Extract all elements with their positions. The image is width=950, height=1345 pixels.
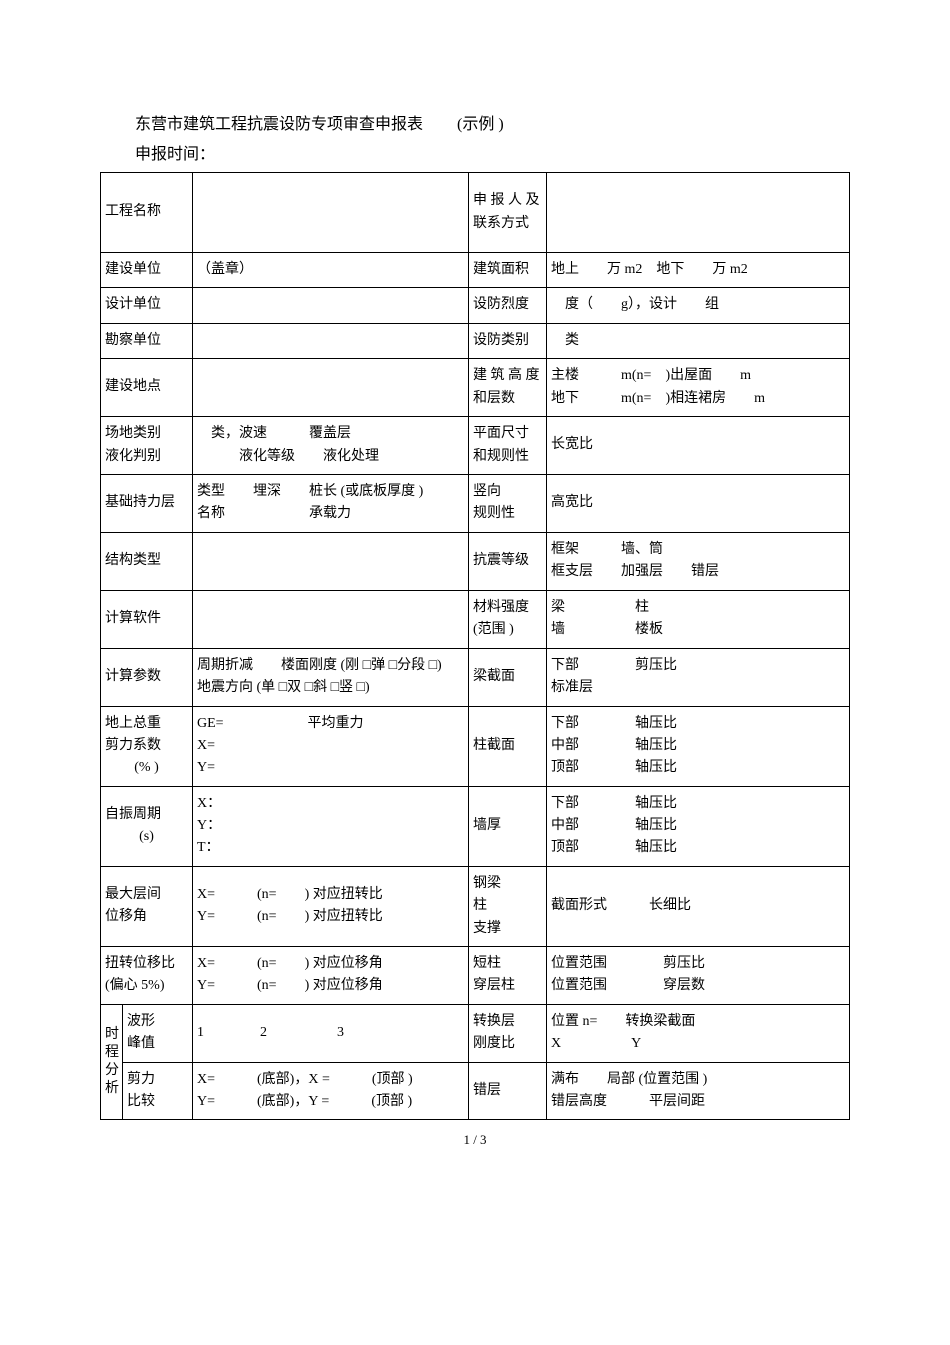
field-category: 类 [547, 323, 850, 358]
label-area: 建筑面积 [469, 253, 547, 288]
field-survey-unit [193, 323, 469, 358]
label-location: 建设地点 [101, 359, 193, 417]
submit-time-label: 申报时间： [135, 140, 850, 164]
field-wave: 1 2 3 [193, 1004, 469, 1062]
field-calc-param: 周期折减 楼面刚度 (刚 □弹 □分段 □) 地震方向 (单 □双 □斜 □竖 … [193, 648, 469, 706]
label-beam-sect: 梁截面 [469, 648, 547, 706]
label-vertical: 竖向 规则性 [469, 474, 547, 532]
field-height: 主楼 m(n= )出屋面 m 地下 m(n= )相连裙房 m [547, 359, 850, 417]
field-material: 梁 柱 墙 楼板 [547, 590, 850, 648]
label-seismic-grade: 抗震等级 [469, 532, 547, 590]
field-wall-thick: 下部 轴压比 中部 轴压比 顶部 轴压比 [547, 786, 850, 866]
label-design-unit: 设计单位 [101, 288, 193, 323]
field-contact [547, 173, 850, 253]
label-plane: 平面尺寸 和规则性 [469, 417, 547, 475]
label-site: 场地类别 液化判别 [101, 417, 193, 475]
label-period: 自振周期 (s) [101, 786, 193, 866]
label-short-col: 短柱 穿层柱 [469, 947, 547, 1005]
label-weight: 地上总重 剪力系数 (% ) [101, 706, 193, 786]
title-example: (示例 ) [457, 116, 504, 133]
field-site: 类，波速 覆盖层 液化等级 液化处理 [193, 417, 469, 475]
field-beam-sect: 下部 剪压比 标准层 [547, 648, 850, 706]
field-area: 地上 万 m2 地下 万 m2 [547, 253, 850, 288]
field-struct-type [193, 532, 469, 590]
label-wall-thick: 墙厚 [469, 786, 547, 866]
form-table: 工程名称 申 报 人 及联系方式 建设单位 （盖章） 建筑面积 地上 万 m2 … [100, 172, 850, 1120]
field-build-unit: （盖章） [193, 253, 469, 288]
label-torsion: 扭转位移比 (偏心 5%) [101, 947, 193, 1005]
label-contact: 申 报 人 及联系方式 [469, 173, 547, 253]
field-torsion: X= (n= ) 对应位移角 Y= (n= ) 对应位移角 [193, 947, 469, 1005]
field-seismic-grade: 框架 墙、筒 框支层 加强层 错层 [547, 532, 850, 590]
field-weight: GE= 平均重力 X= Y= [193, 706, 469, 786]
label-struct-type: 结构类型 [101, 532, 193, 590]
field-design-unit [193, 288, 469, 323]
page-number: 1 / 3 [100, 1132, 850, 1148]
field-short-col: 位置范围 剪压比 位置范围 穿层数 [547, 947, 850, 1005]
label-transfer: 转换层 刚度比 [469, 1004, 547, 1062]
label-time-hist-group: 时程分析 [101, 1004, 123, 1120]
label-software: 计算软件 [101, 590, 193, 648]
label-foundation: 基础持力层 [101, 474, 193, 532]
field-software [193, 590, 469, 648]
field-intensity: 度（ g），设计 组 [547, 288, 850, 323]
field-transfer: 位置 n= 转换梁截面 X Y [547, 1004, 850, 1062]
label-shear-comp: 剪力 比较 [123, 1062, 193, 1120]
field-period: X： Y： T： [193, 786, 469, 866]
label-intensity: 设防烈度 [469, 288, 547, 323]
field-stagger: 满布 局部 (位置范围 ) 错层高度 平层间距 [547, 1062, 850, 1120]
field-steel: 截面形式 长细比 [547, 866, 850, 946]
label-steel: 钢梁 柱 支撑 [469, 866, 547, 946]
label-category: 设防类别 [469, 323, 547, 358]
field-project-name [193, 173, 469, 253]
label-drift: 最大层间 位移角 [101, 866, 193, 946]
field-drift: X= (n= ) 对应扭转比 Y= (n= ) 对应扭转比 [193, 866, 469, 946]
label-stagger: 错层 [469, 1062, 547, 1120]
label-survey-unit: 勘察单位 [101, 323, 193, 358]
title-text: 东营市建筑工程抗震设防专项审查申报表 [135, 116, 423, 133]
label-project-name: 工程名称 [101, 173, 193, 253]
doc-title: 东营市建筑工程抗震设防专项审查申报表 (示例 ) [135, 110, 850, 134]
label-wave: 波形 峰值 [123, 1004, 193, 1062]
field-foundation: 类型 埋深 桩长 (或底板厚度 ) 名称 承载力 [193, 474, 469, 532]
label-build-unit: 建设单位 [101, 253, 193, 288]
label-column-sect: 柱截面 [469, 706, 547, 786]
field-shear-comp: X= (底部)，X = (顶部 ) Y= (底部)，Y = (顶部 ) [193, 1062, 469, 1120]
field-location [193, 359, 469, 417]
field-column-sect: 下部 轴压比 中部 轴压比 顶部 轴压比 [547, 706, 850, 786]
label-material: 材料强度 (范围 ) [469, 590, 547, 648]
field-vertical: 高宽比 [547, 474, 850, 532]
label-calc-param: 计算参数 [101, 648, 193, 706]
field-plane: 长宽比 [547, 417, 850, 475]
label-height: 建 筑 高 度和层数 [469, 359, 547, 417]
